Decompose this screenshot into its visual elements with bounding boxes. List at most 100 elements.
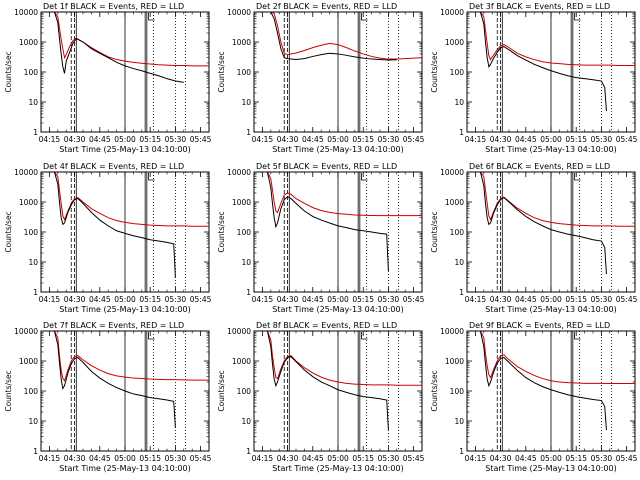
lld-series-line [41, 172, 209, 227]
y-tick-label: 10 [28, 258, 38, 267]
time-marker [361, 332, 368, 340]
y-axis-label: Counts/sec [430, 51, 439, 92]
lld-series-line [254, 331, 422, 386]
x-tick-label: 04:30 [490, 135, 512, 144]
x-tick-label: 05:15 [565, 454, 587, 463]
x-axis-label: Start Time (25-May-13 04:10:00) [272, 464, 403, 473]
x-tick-label: 04:30 [64, 135, 86, 144]
lld-series-line [254, 12, 422, 60]
x-tick-label: 05:45 [190, 454, 212, 463]
x-tick-label: 05:45 [403, 135, 425, 144]
x-tick-label: 04:30 [277, 135, 299, 144]
events-series-line [467, 12, 607, 112]
series-group [254, 172, 422, 272]
y-tick-label: 1000 [445, 198, 464, 207]
x-tick-label: 04:45 [515, 454, 537, 463]
reference-lines [70, 172, 186, 292]
chart-panel: 1 10 100 1000 10000 04:15 04:30 04:45 05:00 05:15… [217, 162, 425, 314]
series-group [41, 331, 209, 428]
x-tick-label: 04:45 [302, 454, 324, 463]
x-tick-label: 05:00 [114, 135, 136, 144]
x-tick-label: 05:15 [139, 135, 161, 144]
x-tick-label: 04:30 [277, 295, 299, 304]
chart-panel: 1 10 100 1000 10000 04:15 04:30 04:45 05:00 05:15… [4, 2, 212, 154]
y-axis-label: Counts/sec [4, 51, 13, 92]
x-axis-label: Start Time (25-May-13 04:10:00) [59, 464, 190, 473]
y-tick-label: 10000 [14, 327, 38, 336]
x-tick-label: 04:15 [252, 454, 274, 463]
reference-lines [283, 12, 399, 132]
x-tick-label: 04:45 [89, 454, 111, 463]
panel-title: Det 4f BLACK = Events, RED = LLD [43, 162, 184, 171]
y-tick-label: 100 [24, 68, 39, 77]
events-series-line [467, 331, 607, 431]
x-tick-label: 04:15 [39, 295, 61, 304]
x-tick-label: 05:30 [591, 135, 613, 144]
x-tick-label: 05:45 [403, 295, 425, 304]
time-marker [574, 173, 581, 181]
time-marker [361, 173, 368, 181]
y-tick-label: 100 [24, 387, 39, 396]
x-tick-label: 05:30 [378, 454, 400, 463]
y-tick-label: 10000 [227, 168, 251, 177]
chart-panel: 1 10 100 1000 10000 04:15 04:30 04:45 05:00 05:15… [430, 321, 638, 473]
x-tick-label: 05:00 [327, 135, 349, 144]
x-tick-label: 04:30 [64, 454, 86, 463]
chart-panel: 1 10 100 1000 10000 04:15 04:30 04:45 05:00 05:15… [4, 321, 212, 473]
series-group [467, 172, 635, 274]
x-tick-label: 05:15 [139, 454, 161, 463]
x-tick-label: 05:15 [139, 295, 161, 304]
x-axis-label: Start Time (25-May-13 04:10:00) [485, 464, 616, 473]
time-marker [574, 332, 581, 340]
y-tick-label: 100 [237, 68, 252, 77]
events-series-line [41, 12, 184, 83]
y-tick-label: 1000 [19, 38, 38, 47]
events-series-line [41, 331, 176, 428]
x-tick-label: 05:30 [165, 454, 187, 463]
y-tick-label: 10 [28, 417, 38, 426]
series-group [41, 12, 209, 83]
chart-panel: 1 10 100 1000 10000 04:15 04:30 04:45 05:00 05:15… [430, 2, 638, 154]
y-tick-label: 10000 [14, 8, 38, 17]
x-tick-label: 05:00 [540, 135, 562, 144]
y-tick-label: 10000 [227, 327, 251, 336]
y-tick-label: 100 [450, 68, 465, 77]
x-tick-label: 05:45 [616, 454, 638, 463]
reference-lines [70, 12, 186, 132]
x-axis-label: Start Time (25-May-13 04:10:00) [272, 305, 403, 314]
x-tick-label: 04:15 [39, 454, 61, 463]
x-axis-label: Start Time (25-May-13 04:10:00) [272, 145, 403, 154]
events-series-line [254, 12, 397, 61]
y-tick-label: 1000 [19, 198, 38, 207]
x-tick-label: 05:00 [540, 454, 562, 463]
y-tick-label: 1000 [232, 357, 251, 366]
y-tick-label: 10 [454, 98, 464, 107]
y-tick-label: 1 [246, 288, 251, 297]
y-tick-label: 1 [33, 128, 38, 137]
y-tick-label: 10 [241, 417, 251, 426]
x-tick-label: 04:15 [465, 295, 487, 304]
x-tick-label: 04:15 [465, 135, 487, 144]
y-tick-label: 1 [459, 288, 464, 297]
series-group [254, 331, 422, 431]
time-marker [361, 13, 368, 21]
x-tick-label: 05:00 [327, 454, 349, 463]
x-tick-label: 05:45 [190, 135, 212, 144]
lld-series-line [41, 12, 209, 67]
y-tick-label: 10 [241, 258, 251, 267]
events-series-line [254, 172, 389, 272]
x-tick-label: 05:30 [378, 135, 400, 144]
y-tick-label: 1 [246, 447, 251, 456]
y-tick-label: 1000 [19, 357, 38, 366]
x-tick-label: 04:45 [89, 135, 111, 144]
y-tick-label: 1000 [232, 198, 251, 207]
x-tick-label: 04:30 [64, 295, 86, 304]
x-tick-label: 04:30 [490, 295, 512, 304]
series-group [467, 331, 635, 431]
y-axis-label: Counts/sec [430, 211, 439, 252]
panel-title: Det 2f BLACK = Events, RED = LLD [256, 2, 397, 11]
chart-panel: 1 10 100 1000 10000 04:15 04:30 04:45 05:00 05:15… [217, 2, 425, 154]
x-tick-label: 05:15 [352, 454, 374, 463]
y-tick-label: 10000 [440, 8, 464, 17]
y-axis-label: Counts/sec [217, 51, 226, 92]
